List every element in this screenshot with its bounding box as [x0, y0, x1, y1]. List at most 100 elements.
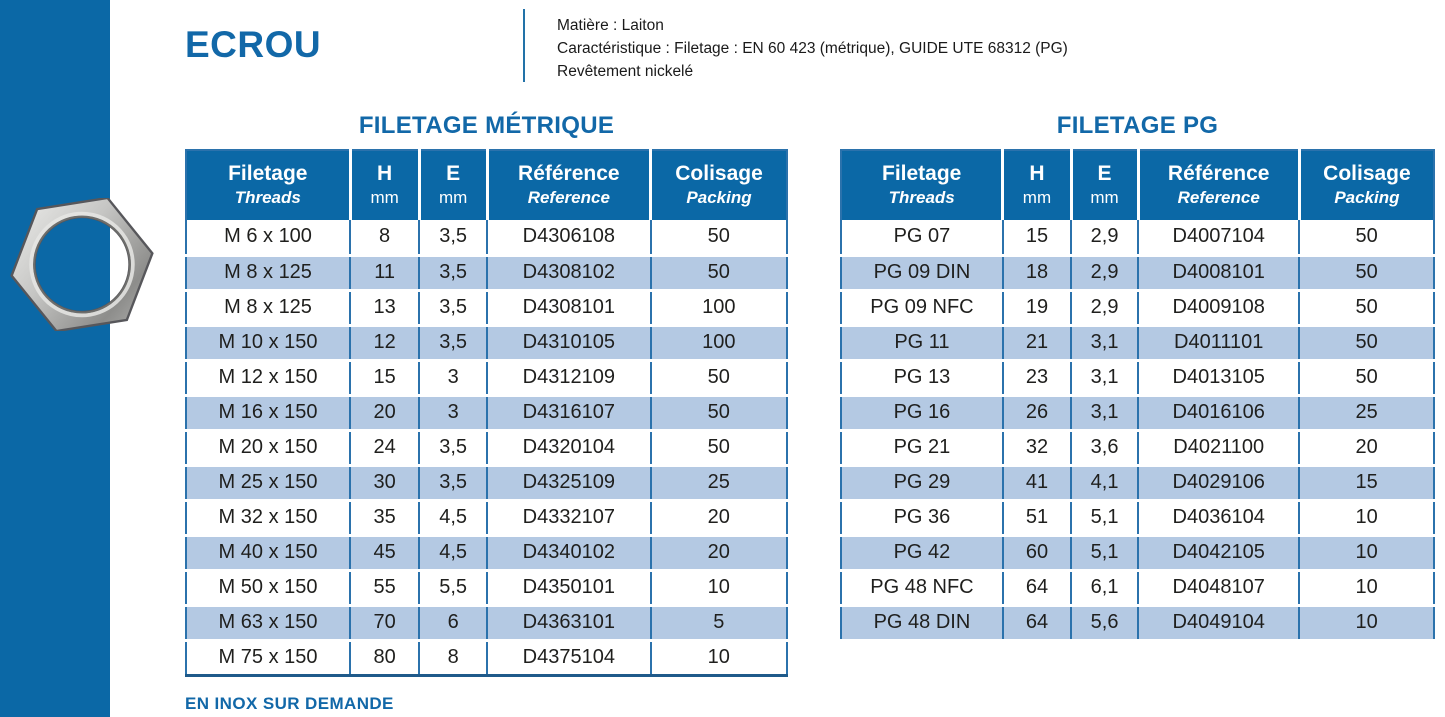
table-row: PG 16 26 3,1 D4016106 25 [841, 393, 1434, 432]
table-row: M 25 x 150 30 3,5 D4325109 25 [186, 463, 787, 502]
table-cell: 50 [1298, 220, 1434, 255]
table-cell: 51 [1001, 500, 1072, 535]
table-cell: 50 [649, 393, 787, 432]
table-cell: 50 [1298, 323, 1434, 362]
table-row: M 32 x 150 35 4,5 D4332107 20 [186, 500, 787, 535]
table-cell: PG 36 [893, 506, 951, 528]
table-cell: D4325109 [486, 463, 651, 502]
table-cell: 3,6 [1070, 430, 1139, 465]
table-cell: M 75 x 150 [218, 646, 318, 668]
col-header-reference: Référence Reference [1136, 150, 1300, 220]
table-row: M 75 x 150 80 8 D4375104 10 [186, 640, 787, 675]
table-cell: 32 [1001, 430, 1072, 465]
table-cell: 23 [1001, 360, 1072, 395]
table-row: PG 42 60 5,1 D4042105 10 [841, 533, 1434, 572]
table-cell: 50 [1298, 290, 1434, 325]
table-cell: 50 [649, 430, 787, 465]
table-cell: D4316107 [486, 393, 651, 432]
table-cell: 3,5 [418, 220, 488, 255]
table-cell: M 10 x 150 [186, 323, 351, 362]
table-row: PG 09 DIN 18 2,9 D4008101 50 [841, 253, 1434, 292]
table-cell: D4021100 [1137, 430, 1300, 465]
col-header-sublabel: Reference [527, 188, 610, 207]
table-cell: 70 [349, 603, 420, 642]
table-row: M 8 x 125 11 3,5 D4308102 50 [186, 253, 787, 292]
table-cell: 10 [649, 640, 787, 675]
header-divider [523, 9, 525, 82]
table-cell: 3,1 [1070, 393, 1139, 432]
table-cell: 5,5 [418, 570, 488, 605]
table-cell: 10 [649, 570, 787, 605]
left-accent-band [0, 0, 110, 717]
table-cell: 50 [649, 360, 787, 395]
table-cell: D4363101 [486, 603, 651, 642]
table-cell: 2,9 [1070, 220, 1139, 255]
col-header-sublabel: mm [370, 188, 399, 207]
table-cell: 12 [349, 323, 420, 362]
table-row: PG 09 NFC 19 2,9 D4009108 50 [841, 290, 1434, 325]
table-cell: 50 [1298, 360, 1434, 395]
info-line-material: Matière : Laiton [557, 17, 664, 34]
table-cell: D4340102 [486, 533, 651, 572]
table-cell: D4308102 [486, 253, 651, 292]
table-cell: 64 [1001, 603, 1072, 642]
table-cell: 3,5 [418, 463, 488, 502]
table-cell: 50 [1298, 253, 1434, 292]
table-cell: M 16 x 150 [186, 393, 351, 432]
table-cell: PG 42 [841, 533, 1003, 572]
col-header-filetage: Filetage Threads [841, 150, 1003, 220]
table-cell: 15 [349, 360, 420, 395]
col-header-label: Filetage [882, 162, 962, 185]
table-cell: D4048107 [1137, 570, 1300, 605]
col-header-sublabel: Packing [1334, 188, 1400, 207]
table-cell: D4008101 [1137, 253, 1300, 292]
table-cell: 4,5 [418, 500, 488, 535]
table-cell: PG 09 DIN [841, 253, 1003, 292]
table-cell: PG 09 NFC [870, 296, 974, 318]
table-cell: 10 [1298, 500, 1434, 535]
table-cell: 3,5 [418, 430, 488, 465]
col-header-h: H mm [1001, 150, 1072, 220]
table-row: M 50 x 150 55 5,5 D4350101 10 [186, 570, 787, 605]
col-header-h: H mm [348, 150, 420, 220]
col-header-sublabel: Packing [686, 188, 752, 207]
table-cell: 45 [349, 533, 420, 572]
table-row: PG 13 23 3,1 D4013105 50 [841, 360, 1434, 395]
col-header-sublabel: mm [438, 188, 468, 207]
table-cell: 3,5 [418, 253, 488, 292]
table-cell: D4049104 [1137, 603, 1300, 642]
col-header-sublabel: mm [1090, 188, 1119, 207]
table-cell: 3,1 [1070, 323, 1139, 362]
table-cell: 5,6 [1070, 603, 1139, 642]
table-cell: M 63 x 150 [186, 603, 351, 642]
col-header-e: E mm [417, 150, 488, 220]
table-cell: 15 [1298, 463, 1434, 502]
table-header-row: Filetage Threads H mm E mm Référence Ref… [841, 150, 1434, 220]
table-cell: 60 [1001, 533, 1072, 572]
pg-table-title: FILETAGE PG [1056, 112, 1219, 139]
table-cell: 5 [649, 603, 787, 642]
table-row: PG 11 21 3,1 D4011101 50 [841, 323, 1434, 362]
table-cell: D4029106 [1137, 463, 1300, 502]
hex-nut-photo [10, 198, 154, 331]
table-cell: PG 21 [893, 436, 951, 458]
table-cell: M 32 x 150 [218, 506, 318, 528]
info-line-coating: Revêtement nickelé [557, 63, 694, 80]
col-header-label: Colisage [1323, 162, 1411, 185]
col-header-sublabel: Threads [888, 188, 955, 207]
pg-table: Filetage Threads H mm E mm Référence Ref… [840, 149, 1435, 642]
col-header-sublabel: mm [1022, 188, 1052, 207]
table-cell: 24 [349, 430, 420, 465]
table-cell: 3,5 [418, 323, 488, 362]
table-cell: 6,1 [1070, 570, 1139, 605]
table-cell: 80 [349, 640, 420, 675]
table-cell: D4332107 [486, 500, 651, 535]
table-cell: 6 [418, 603, 488, 642]
table-cell: M 6 x 100 [224, 225, 312, 248]
col-header-e: E mm [1069, 150, 1139, 220]
table-row: M 6 x 100 8 3,5 D4306108 50 [186, 220, 787, 255]
table-cell: 35 [349, 500, 420, 535]
table-cell: D4312109 [486, 360, 651, 395]
table-cell: D4320104 [486, 430, 651, 465]
table-row: M 16 x 150 20 3 D4316107 50 [186, 393, 787, 432]
